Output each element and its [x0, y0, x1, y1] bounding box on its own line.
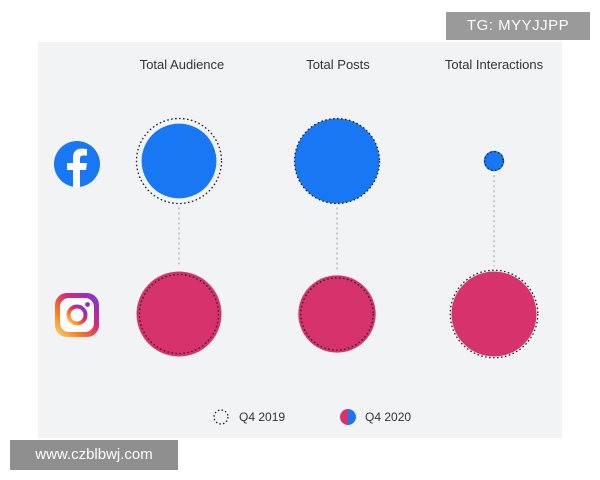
column-headers: Total Audience Total Posts Total Interac…: [140, 57, 544, 72]
column-header-total-interactions: Total Interactions: [445, 57, 544, 72]
bubble-facebook-total-posts-q4-2019: [293, 117, 381, 205]
legend-label-q4-2020: Q4 2020: [365, 410, 411, 424]
instagram-logo-icon: [55, 293, 99, 337]
bubble-facebook-total-audience-q4-2019: [135, 117, 223, 205]
bubble-facebook-total-audience-q4-2020: [141, 123, 217, 199]
bubble-instagram-total-interactions-q4-2019: [449, 269, 539, 359]
bubble-instagram-total-audience-q4-2020: [136, 271, 222, 357]
column-header-total-audience: Total Audience: [140, 57, 225, 72]
legend: Q4 2019 Q4 2020: [213, 409, 411, 425]
connector-lines: [178, 175, 495, 272]
bubble-facebook-total-interactions-q4-2020: [483, 150, 505, 172]
legend-item-q4-2020: Q4 2020: [340, 409, 411, 425]
facebook-logo-icon: [54, 141, 100, 187]
bubbles: [135, 117, 539, 359]
bubble-facebook-total-interactions-q4-2019: [483, 150, 504, 171]
chart-panel: [38, 42, 562, 438]
watermark-bottom: www.czblbwj.com: [10, 440, 178, 470]
legend-item-q4-2019: Q4 2019: [213, 409, 285, 425]
watermark-top: TG: MYYJJPP: [446, 12, 590, 40]
bubble-instagram-total-posts-q4-2020: [298, 275, 376, 353]
legend-swatch-dotted: [213, 409, 229, 425]
bubble-instagram-total-interactions-q4-2020: [451, 271, 537, 357]
bubble-facebook-total-posts-q4-2020: [294, 118, 380, 204]
bubble-instagram-total-audience-q4-2019: [138, 273, 220, 355]
legend-label-q4-2019: Q4 2019: [239, 410, 285, 424]
column-header-total-posts: Total Posts: [306, 57, 370, 72]
bubble-instagram-total-posts-q4-2019: [300, 277, 374, 351]
legend-swatch-filled: [340, 409, 356, 425]
